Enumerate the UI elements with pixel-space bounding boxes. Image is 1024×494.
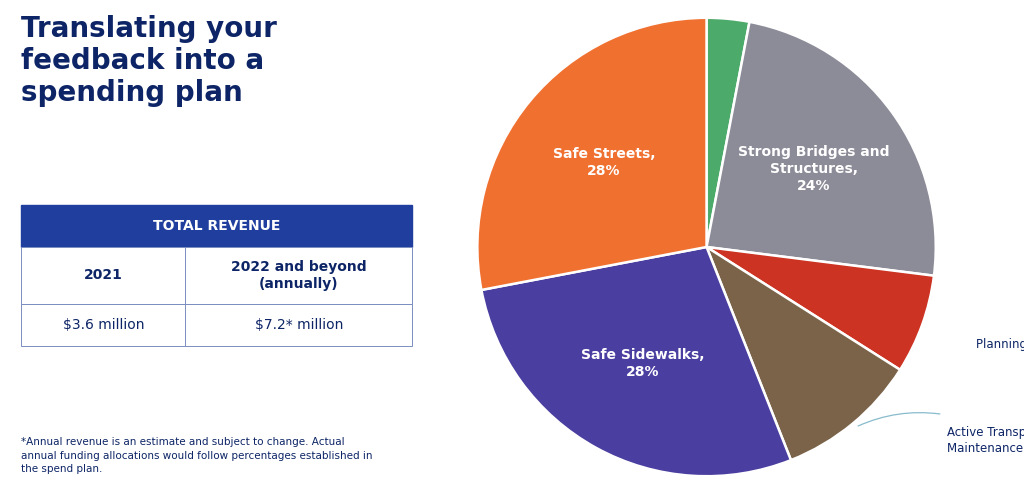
Wedge shape	[707, 247, 900, 460]
FancyBboxPatch shape	[22, 247, 413, 304]
Text: Safe Sidewalks,
28%: Safe Sidewalks, 28%	[581, 348, 705, 379]
Wedge shape	[481, 247, 791, 476]
Text: 2021: 2021	[84, 268, 123, 283]
Wedge shape	[707, 18, 750, 247]
Text: Strong Bridges and
Structures,
24%: Strong Bridges and Structures, 24%	[738, 145, 890, 193]
Text: $7.2* million: $7.2* million	[255, 318, 343, 332]
Text: *Annual revenue is an estimate and subject to change. Actual
annual funding allo: *Annual revenue is an estimate and subje…	[22, 437, 373, 474]
FancyBboxPatch shape	[22, 304, 413, 346]
Wedge shape	[707, 22, 936, 276]
Text: 2022 and beyond
(annually): 2022 and beyond (annually)	[231, 260, 367, 291]
Text: Planning Ahead, 7%: Planning Ahead, 7%	[976, 337, 1024, 351]
Text: $3.6 million: $3.6 million	[62, 318, 144, 332]
Text: Safe Streets,
28%: Safe Streets, 28%	[553, 147, 655, 178]
Text: Active Transportation
Maintenance, 10%: Active Transportation Maintenance, 10%	[947, 426, 1024, 455]
Wedge shape	[477, 18, 707, 290]
Wedge shape	[707, 247, 934, 370]
Text: TOTAL REVENUE: TOTAL REVENUE	[153, 219, 281, 233]
Text: Translating your
feedback into a
spending plan: Translating your feedback into a spendin…	[22, 15, 278, 107]
FancyBboxPatch shape	[22, 205, 413, 247]
